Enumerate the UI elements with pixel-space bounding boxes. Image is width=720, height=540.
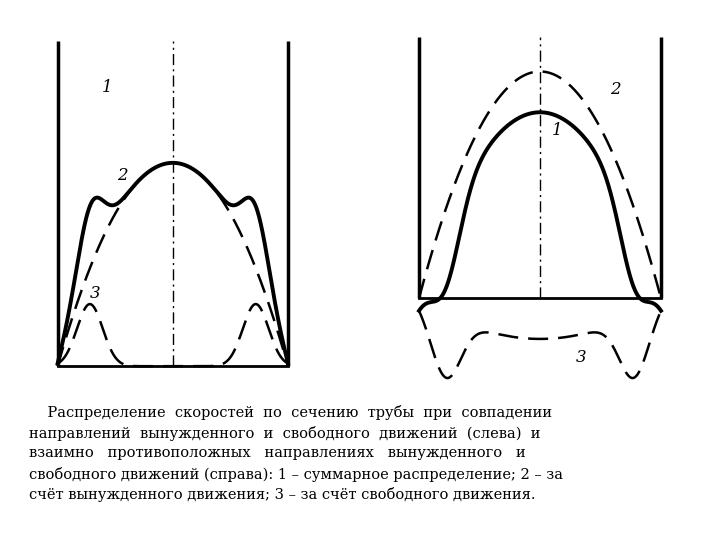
Text: 3: 3 bbox=[576, 349, 587, 366]
Text: 1: 1 bbox=[102, 79, 112, 96]
Text: 2: 2 bbox=[610, 81, 621, 98]
Text: Распределение  скоростей  по  сечению  трубы  при  совпадении
направлений  вынуж: Распределение скоростей по сечению трубы… bbox=[29, 405, 563, 503]
Text: 2: 2 bbox=[117, 167, 128, 184]
Text: 1: 1 bbox=[552, 122, 563, 139]
Text: 3: 3 bbox=[90, 286, 101, 302]
